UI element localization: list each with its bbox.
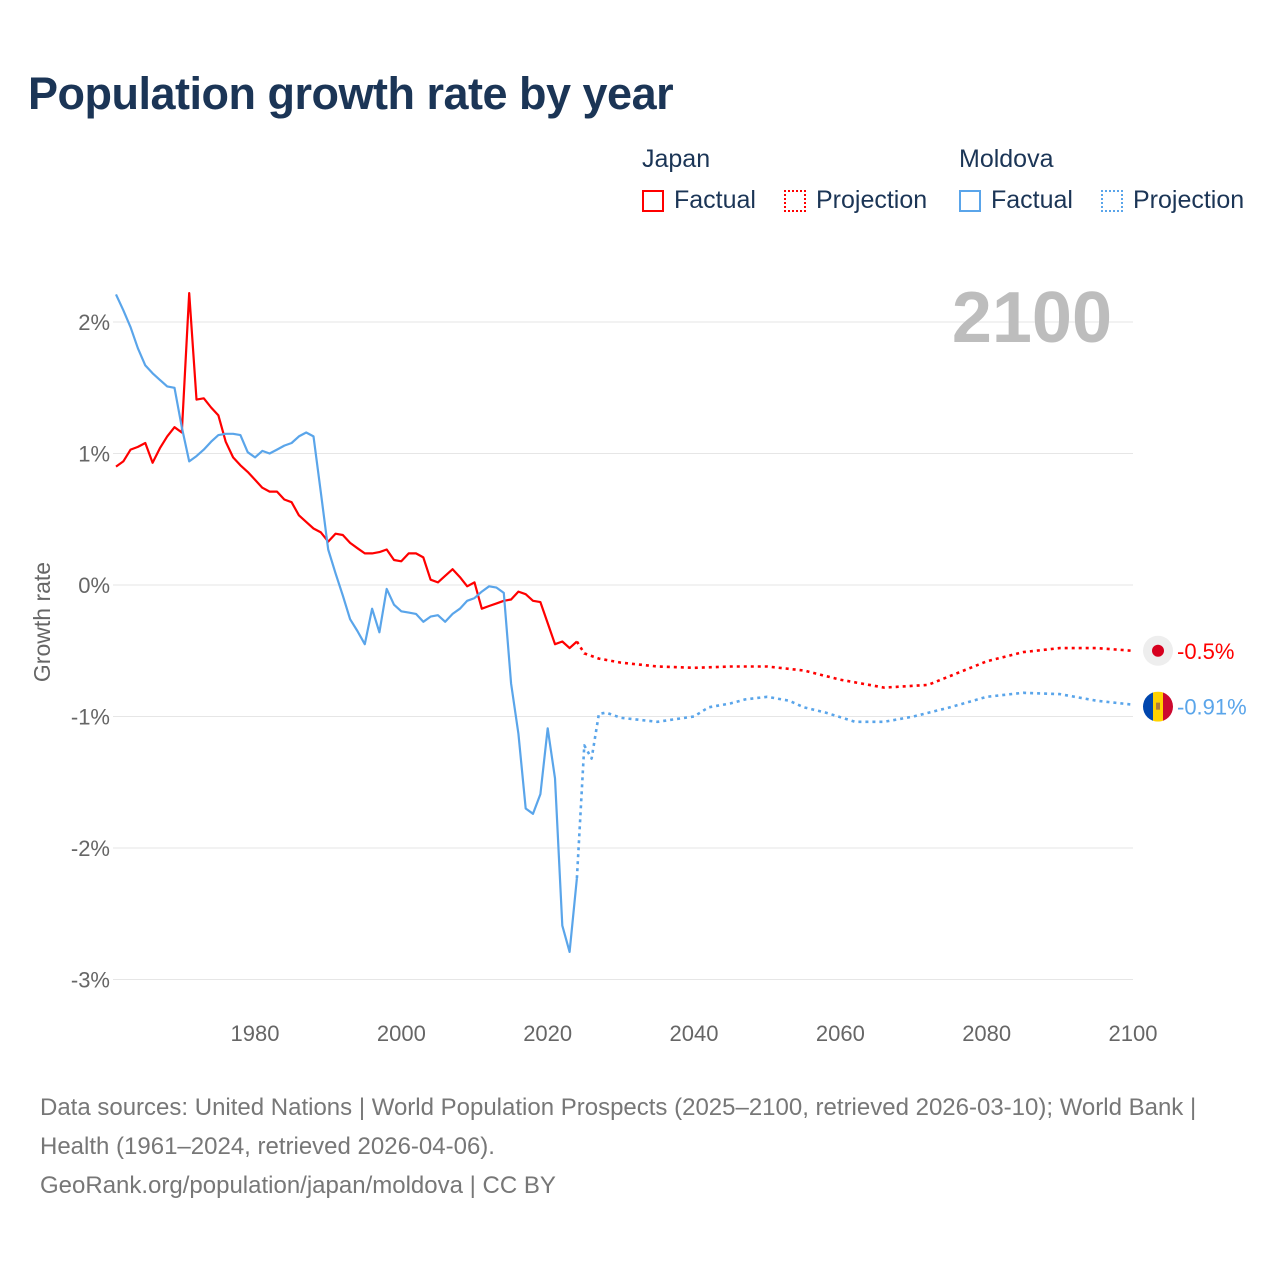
- legend-swatch-solid: [642, 189, 664, 212]
- x-tick-label: 2060: [816, 1021, 865, 1046]
- legend-japan: Japan Factual Projection: [642, 145, 927, 215]
- chart-title: Population growth rate by year: [28, 68, 674, 119]
- legend-label: Factual: [674, 186, 756, 214]
- japan-flag-disc: [1152, 644, 1164, 657]
- legend-label: Projection: [815, 186, 928, 214]
- series-line-japan-factual: [115, 292, 578, 650]
- y-tick-label: 1%: [78, 442, 110, 467]
- series-line-moldova-projection: [575, 691, 1134, 879]
- x-tick-label: 2020: [523, 1021, 572, 1046]
- y-tick-label: 0%: [78, 573, 110, 598]
- footer: Data sources: United Nations | World Pop…: [40, 1088, 1240, 1205]
- x-tick-label: 2100: [1109, 1021, 1158, 1046]
- x-tick-label: 2040: [670, 1021, 719, 1046]
- y-axis-label: Growth rate: [29, 562, 55, 682]
- legend-label: Factual: [991, 186, 1073, 214]
- y-tick-label: 2%: [78, 310, 110, 335]
- legend-moldova: Moldova Factual Projection: [959, 145, 1244, 215]
- credit-link[interactable]: GeoRank.org/population/japan/moldova | C…: [40, 1172, 556, 1199]
- x-tick-label: 2080: [962, 1021, 1011, 1046]
- moldova-flag-icon: [1143, 691, 1173, 722]
- legend-swatch-solid: [959, 189, 981, 212]
- legend-label: Projection: [1132, 186, 1245, 214]
- y-tick-label: -3%: [71, 968, 110, 993]
- end-value-label: -0.91%: [1177, 695, 1247, 720]
- y-tick-label: -2%: [71, 836, 110, 861]
- legend-group-name: Moldova: [959, 145, 1054, 173]
- legend-group-name: Japan: [642, 145, 711, 173]
- end-value-label: -0.5%: [1177, 639, 1234, 664]
- x-tick-label: 1980: [231, 1021, 280, 1046]
- series-line-moldova-factual: [115, 293, 578, 953]
- series-line-japan-projection: [575, 640, 1134, 689]
- legend-swatch-dotted: [1100, 189, 1123, 212]
- x-tick-label: 2000: [377, 1021, 426, 1046]
- data-sources: Data sources: United Nations | World Pop…: [40, 1094, 1197, 1160]
- y-tick-label: -1%: [71, 705, 110, 730]
- legend-swatch-dotted: [783, 189, 806, 212]
- year-watermark: 2100: [952, 278, 1112, 358]
